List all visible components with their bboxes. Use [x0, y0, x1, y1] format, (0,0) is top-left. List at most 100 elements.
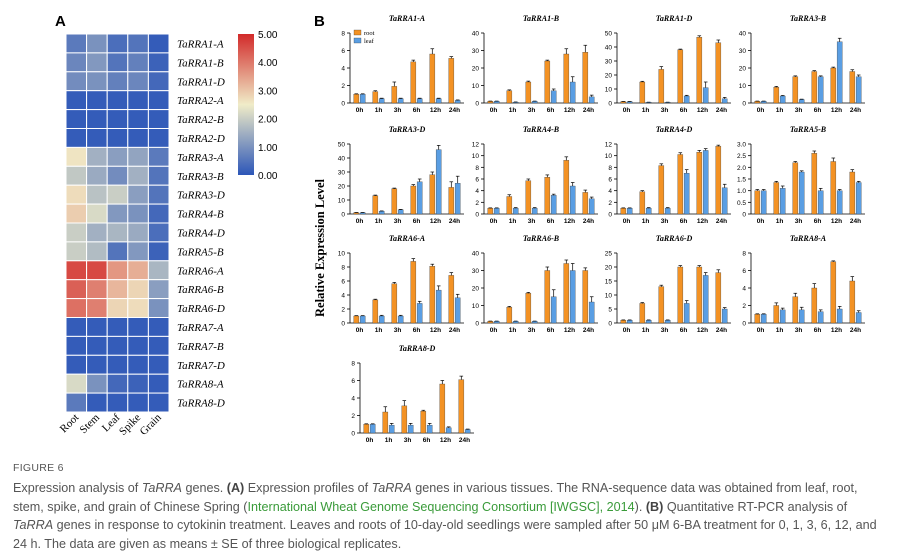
- heatmap-row-label: TaRRA8-A: [177, 379, 224, 391]
- caption-panel-ref: (A): [226, 481, 245, 495]
- heatmap-cell: [147, 184, 170, 205]
- y-tick-label: 4: [341, 66, 345, 73]
- x-tick-label: 12h: [430, 107, 441, 114]
- legend-label-leaf: leaf: [364, 38, 375, 45]
- bar-leaf: [817, 76, 824, 104]
- heatmap-row-label: TaRRA3-A: [177, 152, 224, 164]
- heatmap-panel: TaRRA1-A TaRRA1-B TaRRA1-D TaRRA2-A TaRRA2-B…: [58, 33, 225, 438]
- bar-leaf: [359, 315, 366, 324]
- heatmap-cell: [127, 203, 149, 224]
- x-tick-label: 3h: [528, 218, 536, 225]
- bar-leaf: [760, 314, 767, 324]
- heatmap-cell: [106, 203, 129, 224]
- x-tick-label: 12h: [697, 327, 708, 334]
- y-tick-label: 10: [338, 198, 346, 205]
- y-tick-label: 6: [351, 378, 355, 385]
- bar-root: [448, 275, 455, 324]
- bar-leaf: [702, 150, 709, 215]
- heatmap-cell: [127, 317, 149, 337]
- bar-root: [773, 305, 780, 324]
- bar-panel-title: TaRRA6-B: [523, 234, 560, 243]
- bar-leaf: [683, 173, 690, 215]
- y-tick-label: 0: [742, 101, 746, 108]
- heatmap-cell: [127, 184, 149, 205]
- y-tick-label: 12: [472, 142, 480, 149]
- heatmap-cell: [106, 52, 129, 73]
- bar-leaf: [645, 208, 652, 215]
- bar-root: [773, 87, 780, 104]
- bar-root: [458, 379, 465, 434]
- y-tick-label: 0: [341, 101, 345, 108]
- bar-root: [544, 177, 551, 215]
- bar-root: [754, 101, 761, 104]
- y-axis-label: Relative Expression Level: [313, 178, 327, 316]
- x-tick-label: 12h: [831, 218, 842, 225]
- bar-leaf: [435, 98, 442, 104]
- x-tick-label: 1h: [375, 218, 383, 225]
- heatmap-column-label: Stem: [78, 411, 103, 436]
- heatmap-cell: [65, 335, 88, 356]
- heatmap-cell: [147, 146, 170, 167]
- y-tick-label: 40: [472, 251, 480, 258]
- bar-leaf: [426, 424, 433, 434]
- bar-root: [448, 58, 455, 104]
- y-tick-label: 0.5: [737, 200, 746, 207]
- bar-panel-title: TaRRA8-A: [790, 234, 827, 243]
- heatmap-row-label: TaRRA6-D: [177, 303, 225, 315]
- bar-leaf: [445, 427, 452, 434]
- bar-leaf: [454, 183, 461, 215]
- bar-leaf: [435, 149, 442, 215]
- bar-panel-tarra5-b: TaRRA5-B 0 0.5 1.0 1.5 2.0 2.5 3.0 0h 1h 3h 6h 12h 24…: [737, 125, 865, 225]
- bar-root: [429, 174, 436, 215]
- bar-root: [391, 188, 398, 215]
- bar-leaf: [798, 171, 805, 215]
- bar-leaf: [836, 190, 843, 215]
- bar-panel-tarra8-a: TaRRA8-A 0 2 4 6 8 0h 1h 3h 6h 12h 24h: [742, 234, 865, 334]
- x-tick-label: 1h: [642, 327, 650, 334]
- y-tick-label: 50: [338, 142, 346, 149]
- heatmap-row-label: TaRRA6-A: [177, 265, 224, 277]
- y-tick-label: 30: [605, 59, 613, 66]
- heatmap-cell: [127, 298, 149, 319]
- bar-leaf: [683, 95, 690, 104]
- heatmap-cell: [147, 373, 170, 394]
- bar-panel-tarra3-d: TaRRA3-D 0 10 20 30 40 50 0h 1h 3h 6h 12h 24h: [338, 125, 464, 225]
- bar-leaf: [493, 208, 500, 215]
- heatmap-cell: [127, 260, 149, 281]
- bar-root: [563, 160, 570, 215]
- bar-root: [830, 67, 837, 104]
- bar-leaf: [550, 296, 557, 324]
- bar-leaf: [779, 95, 786, 104]
- y-tick-label: 10: [338, 251, 346, 258]
- heatmap-cell: [65, 354, 88, 375]
- caption-citation-link[interactable]: International Wheat Genome Sequencing Co…: [247, 499, 635, 514]
- heatmap-cell: [65, 90, 88, 111]
- heatmap-cell: [127, 52, 149, 73]
- heatmap-cell: [127, 146, 149, 167]
- colorbar-tick-label: 5.00: [258, 30, 278, 41]
- bar-root: [696, 266, 703, 324]
- y-tick-label: 30: [472, 268, 480, 275]
- x-tick-label: 3h: [528, 327, 536, 334]
- bar-root: [487, 208, 494, 215]
- y-tick-label: 0: [475, 321, 479, 328]
- y-tick-label: 20: [605, 265, 613, 272]
- bar-leaf: [721, 187, 728, 215]
- bar-root: [525, 293, 532, 324]
- y-tick-label: 12: [605, 142, 613, 149]
- bar-root: [830, 161, 837, 215]
- x-tick-label: 0h: [366, 437, 374, 444]
- heatmap-cell: [106, 184, 129, 205]
- bar-root: [410, 61, 417, 104]
- y-tick-label: 1.0: [737, 188, 746, 195]
- heatmap-cell: [147, 260, 170, 281]
- bar-root: [353, 94, 360, 104]
- heatmap-cell: [86, 165, 108, 186]
- bar-panel-tarra4-d: TaRRA4-D 0 2 4 6 8 10 12 0h 1h 3h 6h 12h 24h: [605, 125, 731, 225]
- bar-leaf: [588, 96, 595, 104]
- x-tick-label: 24h: [583, 107, 594, 114]
- caption-gene-name: TaRRA: [371, 481, 412, 495]
- panel-a-label: A: [55, 13, 66, 30]
- bar-leaf: [531, 101, 538, 104]
- heatmap-cell: [86, 373, 108, 394]
